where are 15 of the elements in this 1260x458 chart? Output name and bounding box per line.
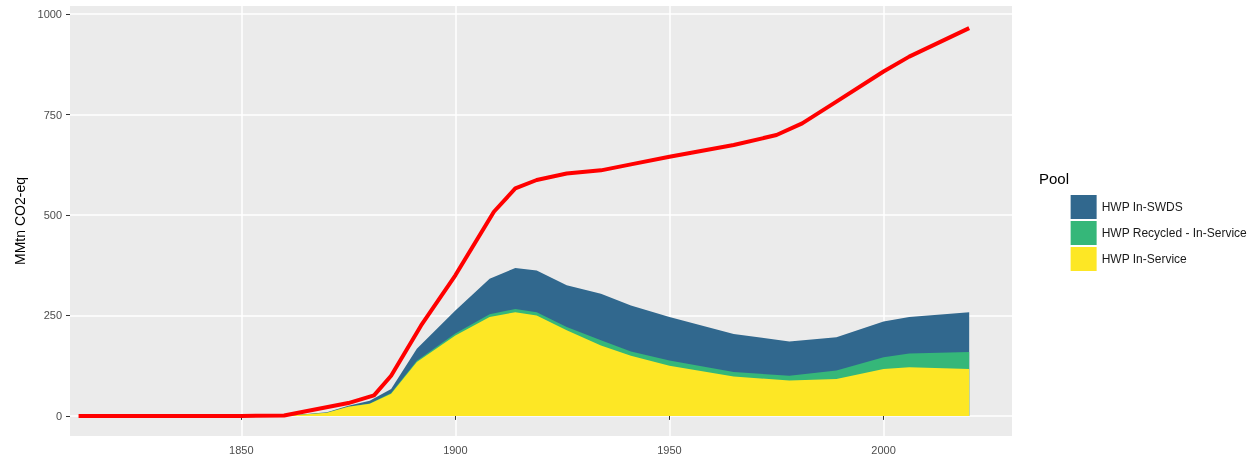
x-tick-label: 1950: [657, 443, 682, 456]
y-tick-label: 250: [43, 309, 62, 322]
legend-label: HWP In-Service: [1101, 252, 1188, 266]
line-series: [76, 26, 972, 418]
y-tick-label: 0: [55, 409, 62, 422]
legend-title: Pool: [1039, 170, 1070, 187]
legend-label: HWP Recycled - In-Service: [1101, 226, 1248, 240]
x-tick-label: 1900: [443, 443, 468, 456]
y-tick-label: 1000: [37, 8, 62, 21]
y-tick-label: 500: [43, 208, 62, 221]
x-tick-label: 1850: [229, 443, 254, 456]
y-tick-label: 750: [43, 108, 62, 121]
x-tick-label: 2000: [871, 443, 896, 456]
y-axis-title: MMtn CO2-eq: [11, 177, 28, 265]
legend-label: HWP In-SWDS: [1101, 200, 1183, 214]
